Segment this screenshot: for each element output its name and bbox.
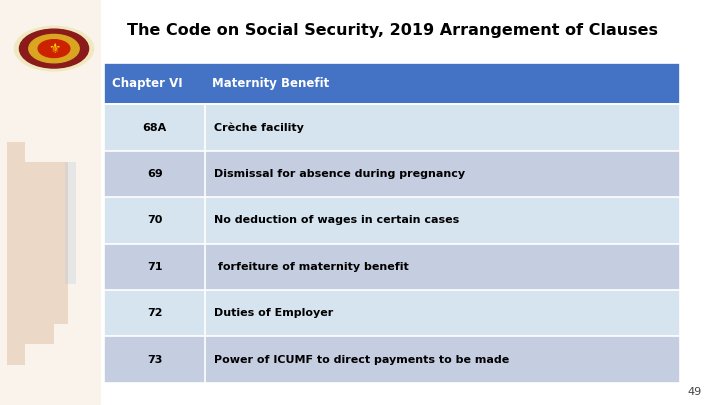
Text: 73: 73 <box>147 354 163 364</box>
Text: 70: 70 <box>147 215 163 225</box>
Bar <box>104 151 680 197</box>
Text: 72: 72 <box>147 308 163 318</box>
Text: Maternity Benefit: Maternity Benefit <box>212 77 330 90</box>
Bar <box>25 162 54 344</box>
Bar <box>104 104 680 151</box>
Circle shape <box>38 40 70 58</box>
Text: Duties of Employer: Duties of Employer <box>214 308 333 318</box>
Bar <box>7 142 25 364</box>
Text: 49: 49 <box>688 387 702 397</box>
Bar <box>104 336 680 383</box>
Text: No deduction of wages in certain cases: No deduction of wages in certain cases <box>214 215 459 225</box>
Text: forfeiture of maternity benefit: forfeiture of maternity benefit <box>214 262 408 272</box>
Bar <box>0 0 101 405</box>
Text: ⚜: ⚜ <box>48 42 60 55</box>
Bar <box>54 162 68 324</box>
Circle shape <box>19 29 89 68</box>
Text: 71: 71 <box>147 262 163 272</box>
Text: 68A: 68A <box>143 123 167 132</box>
Text: Power of ICUMF to direct payments to be made: Power of ICUMF to direct payments to be … <box>214 354 509 364</box>
Bar <box>104 290 680 336</box>
Bar <box>104 63 680 104</box>
Text: Dismissal for absence during pregnancy: Dismissal for absence during pregnancy <box>214 169 465 179</box>
Text: 69: 69 <box>147 169 163 179</box>
Text: The Code on Social Security, 2019 Arrangement of Clauses: The Code on Social Security, 2019 Arrang… <box>127 23 658 38</box>
Bar <box>65 162 76 284</box>
Text: Chapter VI: Chapter VI <box>112 77 182 90</box>
Circle shape <box>14 26 94 71</box>
Circle shape <box>29 34 79 63</box>
Text: Crèche facility: Crèche facility <box>214 122 304 133</box>
Bar <box>104 243 680 290</box>
Bar <box>104 197 680 243</box>
